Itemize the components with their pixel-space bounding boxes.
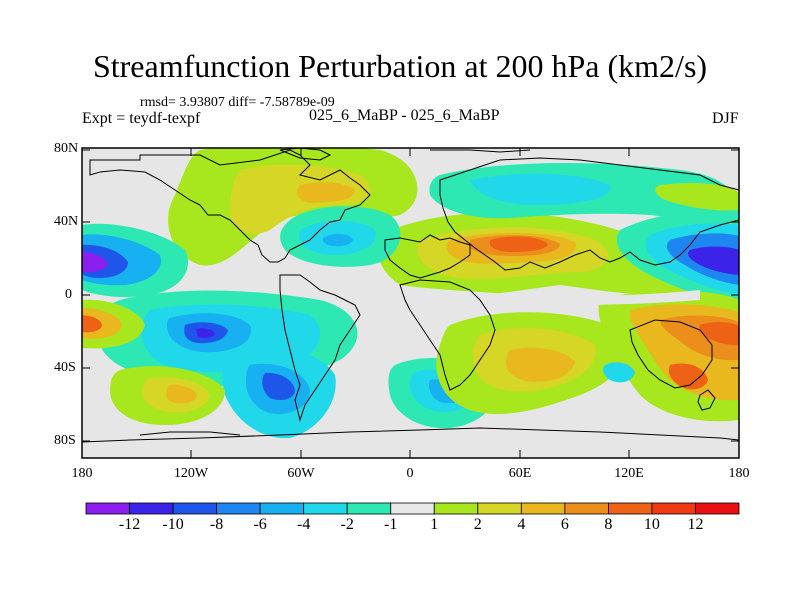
colorbar-swatch [651,502,696,515]
colorbar-swatch [477,502,522,515]
colorbar-label: -10 [162,516,184,533]
positive-region [655,183,739,211]
colorbar-swatch [216,502,261,515]
colorbar-swatch [564,502,609,515]
colorbar-label: -6 [253,516,267,533]
negative-region [262,372,295,400]
colorbar-swatch [608,502,653,515]
stats-text: rmsd= 3.93807 diff= -7.58789e-09 [140,95,335,110]
colorbar-swatch [433,502,479,515]
colorbar-swatch [520,502,566,515]
colorbar [85,502,740,515]
experiment-label: Expt = teydf-texpf [82,110,201,127]
x-tick-label: 180 [728,466,750,481]
colorbar-swatch [129,502,174,515]
colorbar-label: 10 [643,516,660,533]
colorbar-label: -2 [340,516,354,533]
colorbar-label: -4 [296,516,311,533]
positive-region [699,322,739,346]
colorbar-label: 6 [560,516,569,533]
coastlines [82,148,739,443]
colorbar-label: 12 [687,516,704,533]
positive-region [489,236,548,252]
positive-region [505,347,575,382]
contour-field [82,148,739,458]
chart-title: Streamfunction Perturbation at 200 hPa (… [92,48,708,84]
colorbar-label: 1 [430,516,439,533]
positive-region [668,363,708,390]
colorbar-label: 2 [473,516,482,533]
season-label: DJF [712,110,739,127]
positive-region [82,315,102,333]
colorbar-label: -1 [384,516,398,533]
background-neutral [240,270,700,305]
x-tick-label: 60E [508,466,532,481]
colorbar-label: -12 [118,516,141,533]
y-tick-label: 80N [54,141,79,156]
y-tick-label: 80S [54,433,76,448]
colorbar-swatch [346,502,392,515]
x-tick-label: 120W [173,466,209,481]
colorbar-swatch [303,502,348,515]
colorbar-swatch [259,502,305,515]
x-tick-label: 0 [406,466,414,481]
y-tick-label: 40S [54,360,76,375]
colorbar-label: -8 [209,516,224,533]
negative-region [470,173,611,205]
negative-region [688,246,739,275]
colorbar-swatch [390,502,435,515]
negative-region [82,252,108,272]
colorbar-swatch [695,502,740,515]
colorbar-label: 8 [604,516,613,533]
x-tick-label: 120E [614,466,644,481]
positive-region [166,384,197,404]
positive-region [230,164,371,234]
positive-region [297,182,355,203]
colorbar-swatch [172,502,217,515]
negative-region [322,233,353,247]
case-label: 025_6_MaBP - 025_6_MaBP [309,107,500,124]
x-tick-label: 60W [287,466,315,481]
negative-region [602,362,635,383]
y-tick-label: 40N [54,214,79,229]
tick-marks [82,148,739,458]
y-tick-label: 0 [65,287,72,302]
x-tick-label: 180 [71,466,93,481]
colorbar-label: 4 [517,516,526,533]
negative-region [196,328,215,338]
colorbar-swatch [85,502,130,515]
